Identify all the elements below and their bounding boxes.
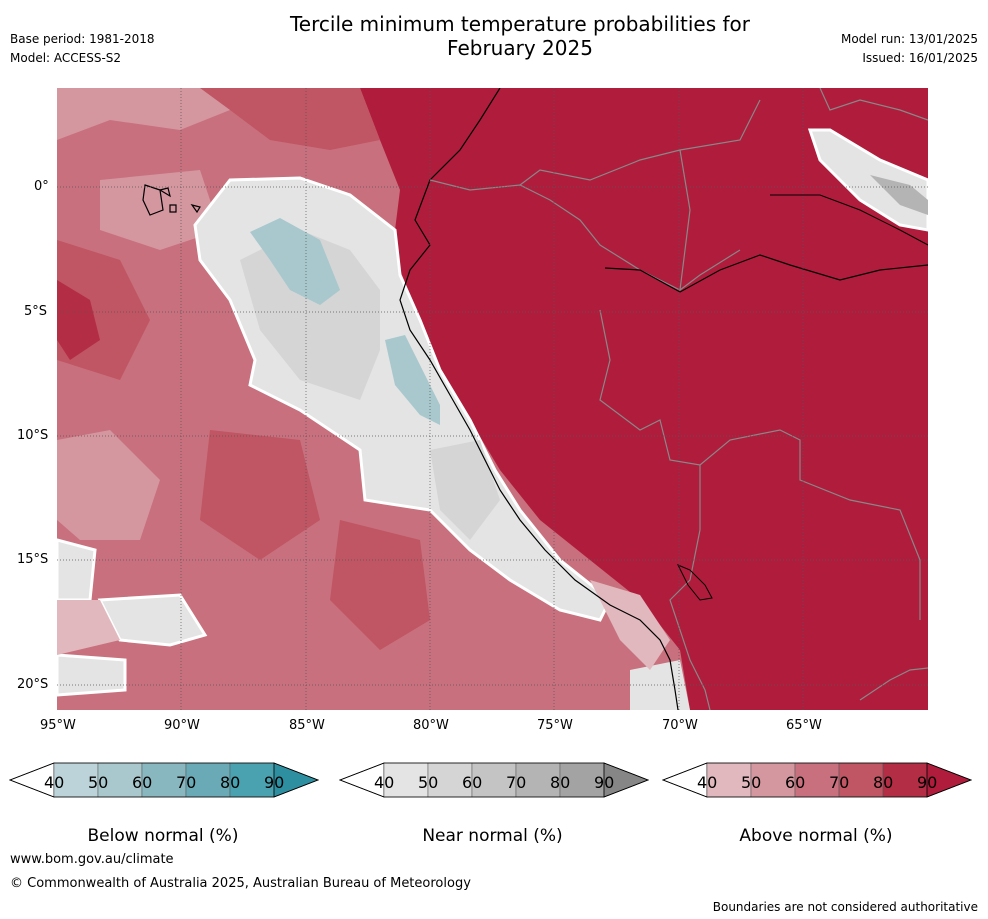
above-tick-70: 70 — [829, 773, 850, 792]
near-tick-50: 50 — [418, 773, 439, 792]
above-tick-50: 50 — [741, 773, 762, 792]
ocean-above-60-nw — [57, 88, 230, 140]
lon-tick-90w: 90°W — [164, 718, 200, 733]
below-segment-1 — [97, 762, 143, 798]
near-segment-4 — [559, 762, 605, 798]
near-tick-60: 60 — [462, 773, 483, 792]
copyright: © Commonwealth of Australia 2025, Austra… — [10, 876, 471, 891]
below-normal-50-patch — [250, 218, 340, 305]
map-field — [57, 88, 928, 710]
below-tick-40: 40 — [44, 773, 65, 792]
ocean-above-90-west — [57, 280, 100, 360]
lake-titicaca — [676, 564, 713, 601]
below-segment-2 — [141, 762, 187, 798]
near-normal-sw1 — [57, 538, 97, 602]
issued-date: Issued: 16/01/2025 — [862, 51, 978, 65]
title-line-1: Tercile minimum temperature probabilitie… — [289, 12, 751, 36]
ocean-above-50-sw — [57, 600, 120, 655]
above-segment-4 — [882, 762, 928, 798]
below-normal-50-coastal — [385, 335, 440, 425]
amazon-river — [604, 254, 928, 293]
above-50-south-coast — [590, 580, 670, 670]
below-segment-4 — [229, 762, 275, 798]
lon-tick-95w: 95°W — [40, 718, 76, 733]
lat-tick-20s: 20°S — [17, 677, 49, 692]
near-tick-40: 40 — [374, 773, 395, 792]
model-run: Model run: 13/01/2025 — [840, 32, 978, 46]
coastline — [399, 88, 679, 710]
near-segment-0 — [383, 762, 429, 798]
colorbars — [8, 762, 973, 798]
lon-tick-65w: 65°W — [786, 718, 822, 733]
lon-tick-80w: 80°W — [413, 718, 449, 733]
above-segment-2 — [794, 762, 840, 798]
ocean-above-80-north — [200, 88, 380, 150]
model-name: Model: ACCESS-S2 — [10, 51, 122, 65]
base-period: Base period: 1981-2018 — [10, 32, 155, 46]
website-url: www.bom.gov.au/climate — [10, 852, 174, 867]
below-segment-0 — [53, 762, 99, 798]
colorbar-near-label: Near normal (%) — [422, 826, 563, 846]
colorbar-above — [661, 762, 973, 798]
colorbar-below-label: Below normal (%) — [87, 826, 239, 846]
below-tick-80: 80 — [220, 773, 241, 792]
near-normal-north-east — [807, 128, 928, 232]
rio-negro — [770, 194, 928, 246]
below-tick-70: 70 — [176, 773, 197, 792]
near-outline — [338, 762, 650, 798]
near-normal-50 — [240, 230, 380, 400]
land-above-normal-90 — [360, 88, 928, 710]
near-normal-sw2 — [57, 653, 127, 697]
country-borders — [429, 88, 928, 710]
lat-tick-5s: 5°S — [24, 304, 48, 319]
lon-tick-70w: 70°W — [662, 718, 698, 733]
galapagos-islands — [142, 184, 201, 216]
colorbar-near — [338, 762, 650, 798]
ocean-above-80-south — [200, 430, 320, 560]
ocean-above-60-west — [57, 430, 160, 540]
near-normal-sw3 — [97, 593, 208, 647]
above-outline — [661, 762, 973, 798]
lon-tick-85w: 85°W — [289, 718, 325, 733]
near-normal-70-north-east — [870, 175, 928, 215]
near-tick-80: 80 — [550, 773, 571, 792]
above-tick-90: 90 — [917, 773, 938, 792]
lat-tick-0: 0° — [34, 179, 49, 194]
title-line-2: February 2025 — [447, 36, 593, 60]
above-tick-60: 60 — [785, 773, 806, 792]
below-tick-60: 60 — [132, 773, 153, 792]
below-tick-50: 50 — [88, 773, 109, 792]
near-normal-50-south — [430, 440, 500, 540]
map-title: Tercile minimum temperature probabilitie… — [200, 12, 840, 60]
near-tick-90: 90 — [594, 773, 615, 792]
lon-tick-75w: 75°W — [537, 718, 573, 733]
lat-tick-10s: 10°S — [17, 428, 49, 443]
near-tick-70: 70 — [506, 773, 527, 792]
above-tick-40: 40 — [697, 773, 718, 792]
gridlines — [57, 88, 928, 710]
colorbar-below — [8, 762, 320, 798]
below-outline — [8, 762, 320, 798]
colorbar-above-label: Above normal (%) — [739, 826, 893, 846]
lat-tick-15s: 15°S — [17, 552, 49, 567]
ocean-above-80-south2 — [330, 520, 430, 650]
ocean-above-60-galapagos — [100, 170, 220, 250]
below-segment-3 — [185, 762, 231, 798]
below-tick-90: 90 — [264, 773, 285, 792]
above-tick-80: 80 — [873, 773, 894, 792]
boundaries-disclaimer: Boundaries are not considered authoritat… — [712, 900, 978, 914]
